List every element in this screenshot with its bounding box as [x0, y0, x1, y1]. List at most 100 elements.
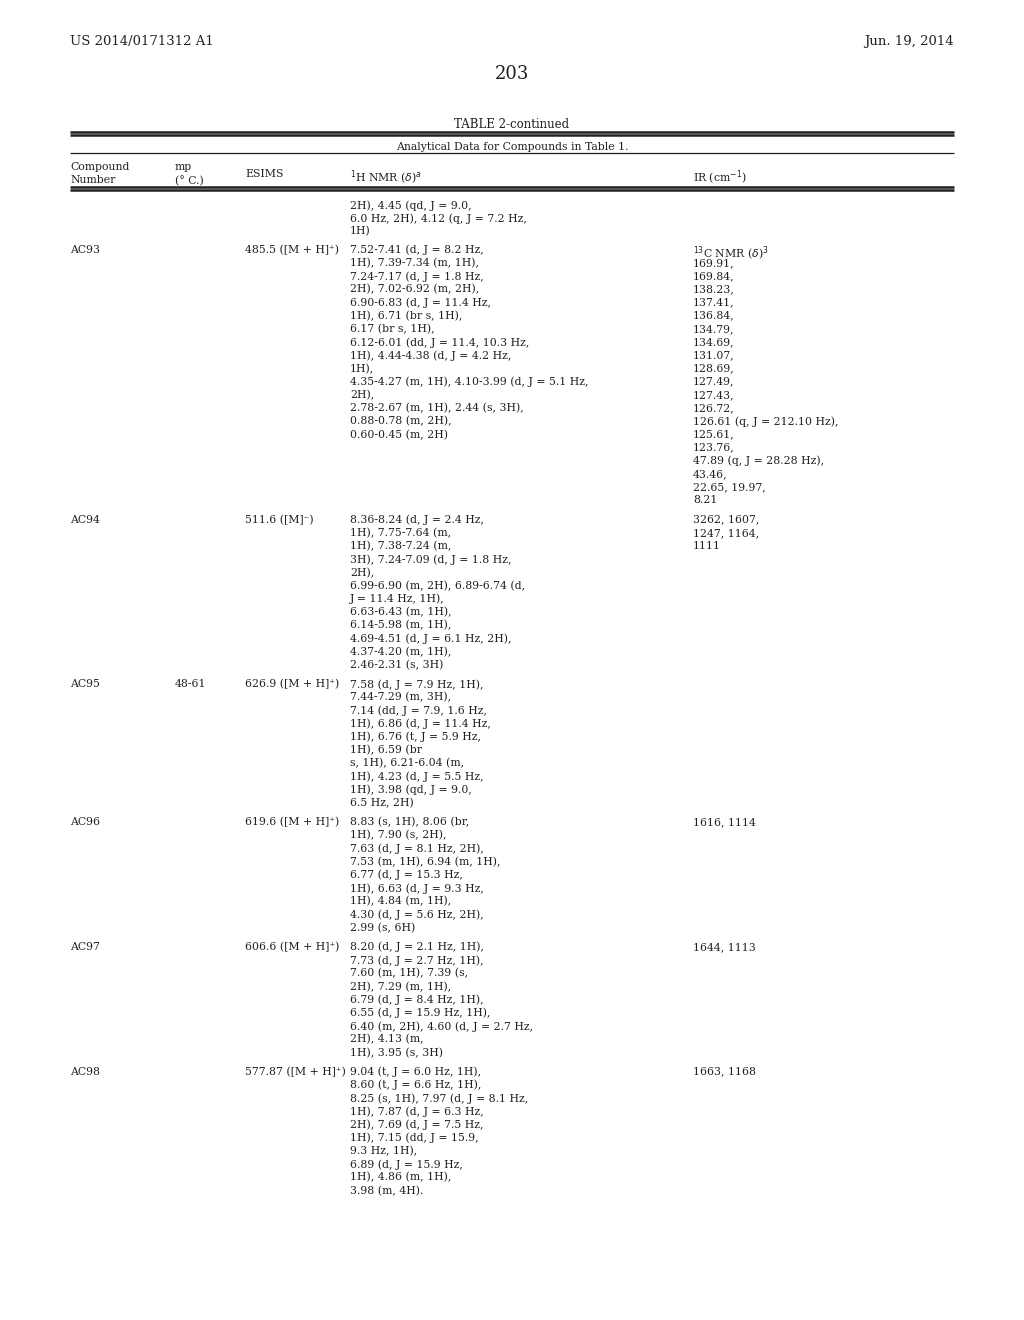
Text: 3.98 (m, 4H).: 3.98 (m, 4H).	[350, 1185, 423, 1196]
Text: 22.65, 19.97,: 22.65, 19.97,	[693, 482, 766, 492]
Text: 134.69,: 134.69,	[693, 337, 734, 347]
Text: 1H), 7.87 (d, J = 6.3 Hz,: 1H), 7.87 (d, J = 6.3 Hz,	[350, 1106, 483, 1117]
Text: AC98: AC98	[70, 1067, 100, 1077]
Text: 2H), 4.13 (m,: 2H), 4.13 (m,	[350, 1034, 424, 1044]
Text: 6.89 (d, J = 15.9 Hz,: 6.89 (d, J = 15.9 Hz,	[350, 1159, 463, 1170]
Text: 6.40 (m, 2H), 4.60 (d, J = 2.7 Hz,: 6.40 (m, 2H), 4.60 (d, J = 2.7 Hz,	[350, 1020, 534, 1031]
Text: 2H), 4.45 (qd, J = 9.0,: 2H), 4.45 (qd, J = 9.0,	[350, 201, 472, 211]
Text: 7.53 (m, 1H), 6.94 (m, 1H),: 7.53 (m, 1H), 6.94 (m, 1H),	[350, 857, 501, 867]
Text: 1H), 6.76 (t, J = 5.9 Hz,: 1H), 6.76 (t, J = 5.9 Hz,	[350, 731, 481, 742]
Text: 126.72,: 126.72,	[693, 403, 735, 413]
Text: (° C.): (° C.)	[175, 176, 204, 186]
Text: 2H), 7.69 (d, J = 7.5 Hz,: 2H), 7.69 (d, J = 7.5 Hz,	[350, 1119, 483, 1130]
Text: 1H), 7.15 (dd, J = 15.9,: 1H), 7.15 (dd, J = 15.9,	[350, 1133, 478, 1143]
Text: 4.30 (d, J = 5.6 Hz, 2H),: 4.30 (d, J = 5.6 Hz, 2H),	[350, 909, 483, 920]
Text: 8.21: 8.21	[693, 495, 718, 506]
Text: 6.77 (d, J = 15.3 Hz,: 6.77 (d, J = 15.3 Hz,	[350, 870, 463, 880]
Text: 8.20 (d, J = 2.1 Hz, 1H),: 8.20 (d, J = 2.1 Hz, 1H),	[350, 941, 484, 952]
Text: 1H), 7.90 (s, 2H),: 1H), 7.90 (s, 2H),	[350, 830, 446, 841]
Text: 47.89 (q, J = 28.28 Hz),: 47.89 (q, J = 28.28 Hz),	[693, 455, 824, 466]
Text: 138.23,: 138.23,	[693, 284, 735, 294]
Text: 134.79,: 134.79,	[693, 323, 734, 334]
Text: 48-61: 48-61	[175, 678, 207, 689]
Text: s, 1H), 6.21-6.04 (m,: s, 1H), 6.21-6.04 (m,	[350, 758, 464, 768]
Text: 7.73 (d, J = 2.7 Hz, 1H),: 7.73 (d, J = 2.7 Hz, 1H),	[350, 954, 483, 965]
Text: 8.25 (s, 1H), 7.97 (d, J = 8.1 Hz,: 8.25 (s, 1H), 7.97 (d, J = 8.1 Hz,	[350, 1093, 528, 1104]
Text: Number: Number	[70, 176, 116, 185]
Text: 8.83 (s, 1H), 8.06 (br,: 8.83 (s, 1H), 8.06 (br,	[350, 817, 469, 828]
Text: 1H), 4.86 (m, 1H),: 1H), 4.86 (m, 1H),	[350, 1172, 452, 1183]
Text: 125.61,: 125.61,	[693, 429, 735, 440]
Text: 1H), 7.39-7.34 (m, 1H),: 1H), 7.39-7.34 (m, 1H),	[350, 257, 479, 268]
Text: 8.36-8.24 (d, J = 2.4 Hz,: 8.36-8.24 (d, J = 2.4 Hz,	[350, 515, 484, 525]
Text: 2H), 7.29 (m, 1H),: 2H), 7.29 (m, 1H),	[350, 981, 452, 991]
Text: 203: 203	[495, 65, 529, 83]
Text: 485.5 ([M + H]⁺): 485.5 ([M + H]⁺)	[245, 244, 339, 255]
Text: 1H), 3.95 (s, 3H): 1H), 3.95 (s, 3H)	[350, 1047, 443, 1057]
Text: $^{13}$C NMR ($\delta$)$^{3}$: $^{13}$C NMR ($\delta$)$^{3}$	[693, 244, 769, 263]
Text: IR (cm$^{-1}$): IR (cm$^{-1}$)	[693, 169, 746, 186]
Text: 1H), 4.44-4.38 (d, J = 4.2 Hz,: 1H), 4.44-4.38 (d, J = 4.2 Hz,	[350, 350, 511, 360]
Text: 6.5 Hz, 2H): 6.5 Hz, 2H)	[350, 797, 414, 808]
Text: 126.61 (q, J = 212.10 Hz),: 126.61 (q, J = 212.10 Hz),	[693, 416, 839, 426]
Text: 136.84,: 136.84,	[693, 310, 735, 321]
Text: TABLE 2-continued: TABLE 2-continued	[455, 117, 569, 131]
Text: 1247, 1164,: 1247, 1164,	[693, 528, 759, 537]
Text: 6.0 Hz, 2H), 4.12 (q, J = 7.2 Hz,: 6.0 Hz, 2H), 4.12 (q, J = 7.2 Hz,	[350, 214, 527, 224]
Text: 1H), 7.38-7.24 (m,: 1H), 7.38-7.24 (m,	[350, 541, 452, 552]
Text: ESIMS: ESIMS	[245, 169, 284, 178]
Text: 43.46,: 43.46,	[693, 469, 728, 479]
Text: 6.17 (br s, 1H),: 6.17 (br s, 1H),	[350, 323, 434, 334]
Text: mp: mp	[175, 162, 193, 172]
Text: 4.35-4.27 (m, 1H), 4.10-3.99 (d, J = 5.1 Hz,: 4.35-4.27 (m, 1H), 4.10-3.99 (d, J = 5.1…	[350, 376, 589, 387]
Text: 4.69-4.51 (d, J = 6.1 Hz, 2H),: 4.69-4.51 (d, J = 6.1 Hz, 2H),	[350, 634, 512, 644]
Text: 7.14 (dd, J = 7.9, 1.6 Hz,: 7.14 (dd, J = 7.9, 1.6 Hz,	[350, 705, 487, 715]
Text: 1H): 1H)	[350, 227, 371, 236]
Text: AC95: AC95	[70, 678, 100, 689]
Text: 127.43,: 127.43,	[693, 389, 734, 400]
Text: Jun. 19, 2014: Jun. 19, 2014	[864, 36, 954, 48]
Text: 1H), 6.71 (br s, 1H),: 1H), 6.71 (br s, 1H),	[350, 310, 463, 321]
Text: 169.84,: 169.84,	[693, 271, 734, 281]
Text: 2H),: 2H),	[350, 389, 374, 400]
Text: 2H), 7.02-6.92 (m, 2H),: 2H), 7.02-6.92 (m, 2H),	[350, 284, 479, 294]
Text: 123.76,: 123.76,	[693, 442, 735, 453]
Text: 1663, 1168: 1663, 1168	[693, 1067, 756, 1077]
Text: AC93: AC93	[70, 244, 100, 255]
Text: 511.6 ([M]⁻): 511.6 ([M]⁻)	[245, 515, 313, 525]
Text: 1H), 6.59 (br: 1H), 6.59 (br	[350, 744, 422, 755]
Text: J = 11.4 Hz, 1H),: J = 11.4 Hz, 1H),	[350, 594, 444, 605]
Text: 127.49,: 127.49,	[693, 376, 734, 387]
Text: 4.37-4.20 (m, 1H),: 4.37-4.20 (m, 1H),	[350, 647, 452, 657]
Text: 6.12-6.01 (dd, J = 11.4, 10.3 Hz,: 6.12-6.01 (dd, J = 11.4, 10.3 Hz,	[350, 337, 529, 347]
Text: 1111: 1111	[693, 541, 721, 550]
Text: 1644, 1113: 1644, 1113	[693, 941, 756, 952]
Text: 6.63-6.43 (m, 1H),: 6.63-6.43 (m, 1H),	[350, 607, 452, 618]
Text: Compound: Compound	[70, 162, 129, 172]
Text: 1H), 4.84 (m, 1H),: 1H), 4.84 (m, 1H),	[350, 896, 452, 907]
Text: 1H),: 1H),	[350, 363, 374, 374]
Text: 7.60 (m, 1H), 7.39 (s,: 7.60 (m, 1H), 7.39 (s,	[350, 968, 468, 978]
Text: 577.87 ([M + H]⁺): 577.87 ([M + H]⁺)	[245, 1067, 346, 1077]
Text: 7.52-7.41 (d, J = 8.2 Hz,: 7.52-7.41 (d, J = 8.2 Hz,	[350, 244, 483, 255]
Text: 6.14-5.98 (m, 1H),: 6.14-5.98 (m, 1H),	[350, 620, 452, 631]
Text: Analytical Data for Compounds in Table 1.: Analytical Data for Compounds in Table 1…	[395, 143, 629, 152]
Text: 7.63 (d, J = 8.1 Hz, 2H),: 7.63 (d, J = 8.1 Hz, 2H),	[350, 843, 484, 854]
Text: 1H), 6.86 (d, J = 11.4 Hz,: 1H), 6.86 (d, J = 11.4 Hz,	[350, 718, 490, 729]
Text: $^{1}$H NMR ($\delta$)$^{a}$: $^{1}$H NMR ($\delta$)$^{a}$	[350, 169, 422, 186]
Text: 606.6 ([M + H]⁺): 606.6 ([M + H]⁺)	[245, 941, 339, 952]
Text: 2.78-2.67 (m, 1H), 2.44 (s, 3H),: 2.78-2.67 (m, 1H), 2.44 (s, 3H),	[350, 403, 523, 413]
Text: 137.41,: 137.41,	[693, 297, 734, 308]
Text: 8.60 (t, J = 6.6 Hz, 1H),: 8.60 (t, J = 6.6 Hz, 1H),	[350, 1080, 481, 1090]
Text: 1H), 6.63 (d, J = 9.3 Hz,: 1H), 6.63 (d, J = 9.3 Hz,	[350, 883, 484, 894]
Text: 169.91,: 169.91,	[693, 257, 734, 268]
Text: 3H), 7.24-7.09 (d, J = 1.8 Hz,: 3H), 7.24-7.09 (d, J = 1.8 Hz,	[350, 554, 512, 565]
Text: 7.24-7.17 (d, J = 1.8 Hz,: 7.24-7.17 (d, J = 1.8 Hz,	[350, 271, 483, 281]
Text: AC97: AC97	[70, 941, 100, 952]
Text: 6.90-6.83 (d, J = 11.4 Hz,: 6.90-6.83 (d, J = 11.4 Hz,	[350, 297, 490, 308]
Text: AC94: AC94	[70, 515, 100, 524]
Text: 2.46-2.31 (s, 3H): 2.46-2.31 (s, 3H)	[350, 660, 443, 671]
Text: 6.99-6.90 (m, 2H), 6.89-6.74 (d,: 6.99-6.90 (m, 2H), 6.89-6.74 (d,	[350, 581, 525, 591]
Text: 6.55 (d, J = 15.9 Hz, 1H),: 6.55 (d, J = 15.9 Hz, 1H),	[350, 1007, 490, 1018]
Text: 131.07,: 131.07,	[693, 350, 735, 360]
